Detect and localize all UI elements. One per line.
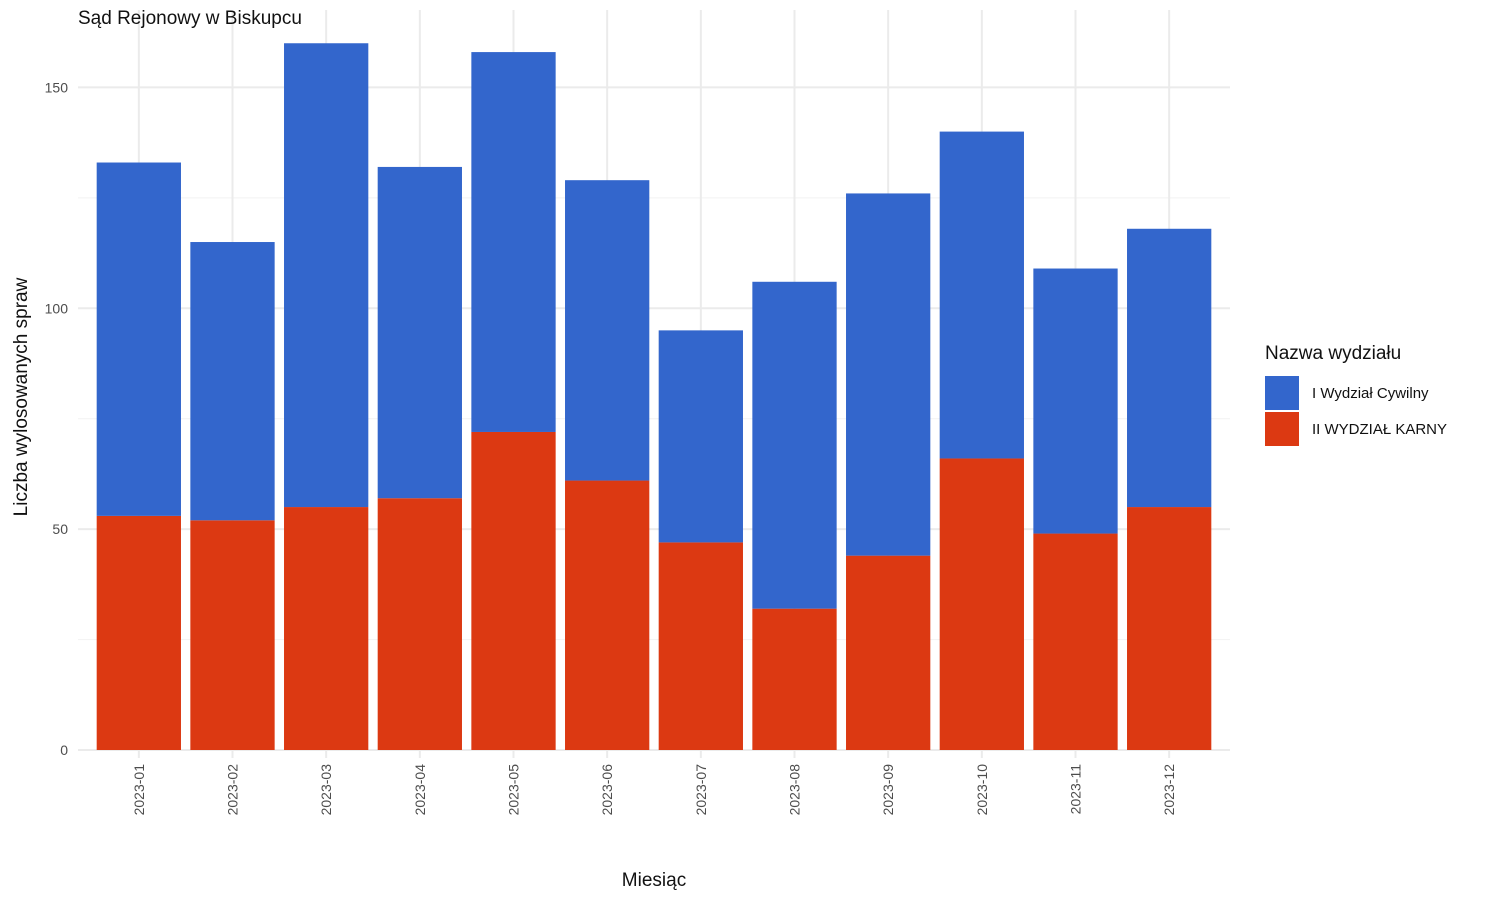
y-axis-title: Liczba wylosowanych spraw (11, 277, 32, 516)
x-tick-label: 2023-04 (412, 764, 428, 816)
y-tick-label: 100 (45, 300, 69, 316)
legend-title: Nazwa wydziału (1265, 343, 1402, 364)
y-tick-label: 150 (45, 79, 69, 95)
bar-criminal-2023-07 (658, 542, 743, 750)
bar-criminal-2023-01 (96, 515, 181, 750)
legend-key-civil (1265, 376, 1299, 410)
bar-civil-2023-04 (377, 166, 462, 499)
bar-criminal-2023-06 (565, 480, 650, 750)
x-tick-label: 2023-01 (131, 764, 147, 816)
x-tick-label: 2023-11 (1068, 764, 1084, 815)
x-tick-label: 2023-03 (318, 764, 334, 816)
bar-civil-2023-09 (846, 193, 931, 556)
x-tick-label: 2023-06 (599, 764, 615, 816)
bar-criminal-2023-10 (939, 458, 1024, 750)
bar-criminal-2023-12 (1127, 507, 1212, 750)
bar-criminal-2023-11 (1033, 533, 1118, 750)
y-tick-label: 0 (60, 742, 68, 758)
bar-criminal-2023-05 (471, 431, 556, 750)
legend-item-civil: I Wydział Cywilny (1265, 375, 1447, 411)
bar-civil-2023-07 (658, 330, 743, 543)
bar-civil-2023-02 (190, 242, 275, 521)
legend: Nazwa wydziału I Wydział Cywilny II WYDZ… (1265, 343, 1447, 447)
y-tick-label: 50 (52, 521, 68, 537)
legend-label-criminal: II WYDZIAŁ KARNY (1312, 420, 1448, 438)
x-axis-title: Miesiąc (622, 870, 686, 891)
x-tick-label: 2023-10 (974, 764, 990, 816)
bar-civil-2023-06 (565, 180, 650, 481)
bar-civil-2023-03 (284, 43, 369, 508)
bar-criminal-2023-03 (284, 507, 369, 750)
bar-civil-2023-01 (96, 162, 181, 516)
bar-criminal-2023-08 (752, 608, 837, 750)
bar-civil-2023-10 (939, 131, 1024, 459)
x-axis-ticks: 2023-01 2023-02 2023-03 2023-04 2023-05 2023-… (131, 764, 1177, 816)
y-axis-ticks: 0 50 100 150 (45, 79, 69, 758)
x-tick-label: 2023-05 (506, 764, 522, 816)
x-tick-label: 2023-08 (787, 764, 803, 816)
bars (96, 43, 1212, 750)
x-tick-label: 2023-02 (225, 764, 241, 816)
bar-criminal-2023-09 (846, 555, 931, 750)
bar-civil-2023-05 (471, 52, 556, 432)
x-tick-label: 2023-12 (1161, 764, 1177, 816)
bar-civil-2023-11 (1033, 268, 1118, 534)
bar-criminal-2023-02 (190, 520, 275, 750)
x-tick-label: 2023-07 (693, 764, 709, 816)
bar-civil-2023-08 (752, 281, 837, 609)
legend-key-criminal (1265, 412, 1299, 446)
legend-item-criminal: II WYDZIAŁ KARNY (1265, 411, 1447, 447)
bar-criminal-2023-04 (377, 498, 462, 750)
x-tick-label: 2023-09 (880, 764, 896, 816)
legend-label-civil: I Wydział Cywilny (1312, 384, 1429, 402)
bar-civil-2023-12 (1127, 228, 1212, 508)
chart-title: Sąd Rejonowy w Biskupcu (78, 8, 302, 29)
